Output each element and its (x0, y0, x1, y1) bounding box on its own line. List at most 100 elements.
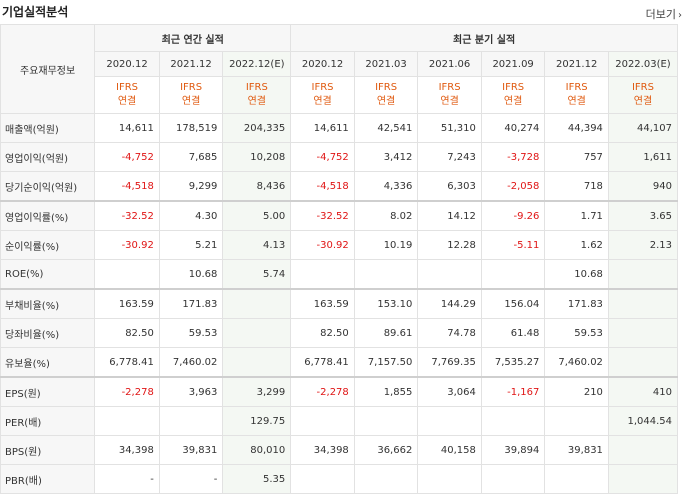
row-label: 순이익률(%) (0, 230, 96, 260)
table-cell: -4,518 (290, 171, 355, 202)
table-cell: 3,299 (222, 376, 292, 407)
table-cell: 7,243 (417, 142, 482, 172)
table-cell: -30.92 (290, 230, 355, 260)
ifrs-standard: IFRS (180, 82, 203, 93)
ifrs-standard: IFRS (502, 82, 525, 93)
period-header: 2021.12 (158, 51, 224, 77)
table-cell: -2,058 (480, 171, 546, 202)
row-label: ROE(%) (0, 259, 96, 290)
table-cell: 8.02 (353, 200, 419, 231)
table-cell: -9.26 (480, 200, 546, 231)
table-cell: 3,412 (353, 142, 419, 172)
table-cell (607, 347, 679, 378)
row-label: 영업이익률(%) (0, 200, 96, 231)
table-cell: 82.50 (94, 318, 160, 348)
table-cell: 34,398 (94, 435, 160, 465)
table-cell: 82.50 (290, 318, 355, 348)
table-cell (290, 464, 355, 494)
ifrs-standard: IFRS (565, 82, 588, 93)
table-cell: 1.71 (544, 200, 609, 231)
more-link[interactable]: 더보기 › (646, 6, 682, 22)
row-label: PER(배) (0, 406, 96, 436)
period-header: 2021.12 (544, 51, 609, 77)
table-row: EPS(원) -2,278 3,963 3,299 -2,278 1,855 3,064 -1… (0, 376, 679, 407)
table-cell: -30.92 (94, 230, 160, 260)
table-cell (480, 406, 546, 436)
section-header: 기업실적분석 더보기 › (0, 0, 690, 24)
ifrs-consolidated: 연결 (117, 96, 137, 107)
table-cell (417, 406, 482, 436)
table-cell: 3,064 (417, 376, 482, 407)
table-cell: 8,436 (222, 171, 292, 202)
table-cell (607, 318, 679, 348)
ifrs-standard: IFRS (438, 82, 461, 93)
table-cell (290, 406, 355, 436)
ifrs-consolidated: 연결 (247, 96, 267, 107)
table-cell: 7,460.02 (544, 347, 609, 378)
table-cell: 51,310 (417, 113, 482, 143)
ifrs-label: IFRS 연결 (607, 76, 679, 114)
table-cell: 410 (607, 376, 679, 407)
ifrs-consolidated: 연결 (181, 96, 201, 107)
chevron-right-icon: › (678, 10, 682, 21)
table-cell: 129.75 (222, 406, 292, 436)
table-cell (94, 259, 160, 290)
period-header: 2021.06 (417, 51, 482, 77)
table-row: 순이익률(%) -30.92 5.21 4.13 -30.92 10.19 12.28 -5.… (0, 230, 679, 260)
table-cell (290, 259, 355, 290)
table-cell: 9,299 (158, 171, 224, 202)
table-cell: 718 (544, 171, 609, 202)
table-cell: 14,611 (94, 113, 160, 143)
table-cell: 44,394 (544, 113, 609, 143)
table-cell: 5.74 (222, 259, 292, 290)
table-cell: 156.04 (480, 288, 546, 319)
table-row: 당좌비율(%) 82.50 59.53 82.50 89.61 74.78 61.48 59.… (0, 318, 679, 348)
ifrs-consolidated: 연결 (440, 96, 459, 107)
table-cell: 4.30 (158, 200, 224, 231)
table-row: PER(배) 129.75 1,044.54 (0, 406, 679, 436)
table-cell: 5.35 (222, 464, 292, 494)
table-cell: 40,274 (480, 113, 546, 143)
table-cell: 144.29 (417, 288, 482, 319)
row-label: 유보율(%) (0, 347, 96, 378)
table-cell: 6,303 (417, 171, 482, 202)
table-cell (222, 318, 292, 348)
ifrs-consolidated: 연결 (376, 96, 396, 107)
ifrs-standard: IFRS (311, 82, 334, 93)
ifrs-label: IFRS 연결 (290, 76, 355, 114)
table-cell: 10,208 (222, 142, 292, 172)
table-cell (607, 435, 679, 465)
period-header: 2021.09 (480, 51, 546, 77)
ifrs-standard: IFRS (631, 82, 654, 93)
table-cell: 940 (607, 171, 679, 202)
table-cell: -2,278 (290, 376, 355, 407)
more-label: 더보기 (645, 8, 676, 21)
row-label: 당좌비율(%) (0, 318, 96, 348)
table-cell: 74.78 (417, 318, 482, 348)
table-cell: 5.00 (222, 200, 292, 231)
table-cell (353, 464, 419, 494)
table-row: 당기순이익(억원) -4,518 9,299 8,436 -4,518 4,336 6,30… (0, 171, 679, 202)
table-cell: 3.65 (607, 200, 679, 231)
table-cell: -3,728 (480, 142, 546, 172)
table-cell (222, 347, 292, 378)
table-cell (353, 406, 419, 436)
table-row: 영업이익률(%) -32.52 4.30 5.00 -32.52 8.02 14.12 -9.… (0, 200, 679, 231)
table-cell: - (94, 464, 160, 494)
row-label: 부채비율(%) (0, 288, 96, 319)
ifrs-standard: IFRS (116, 82, 139, 93)
period-header: 2021.03 (353, 51, 419, 77)
table-cell: 34,398 (290, 435, 355, 465)
table-cell (607, 288, 679, 319)
table-cell (480, 464, 546, 494)
table-cell: -4,752 (94, 142, 160, 172)
table-cell: - (158, 464, 224, 494)
annual-group-header: 최근 연간 실적 (94, 24, 292, 52)
table-row: PBR(배) - -5.35 (0, 464, 679, 494)
ifrs-label: IFRS 연결 (94, 76, 160, 114)
table-cell: 10.68 (158, 259, 224, 290)
period-header: 2020.12 (94, 51, 160, 77)
table-cell: -4,518 (94, 171, 160, 202)
table-cell: 6,778.41 (94, 347, 160, 378)
table-cell: 80,010 (222, 435, 292, 465)
